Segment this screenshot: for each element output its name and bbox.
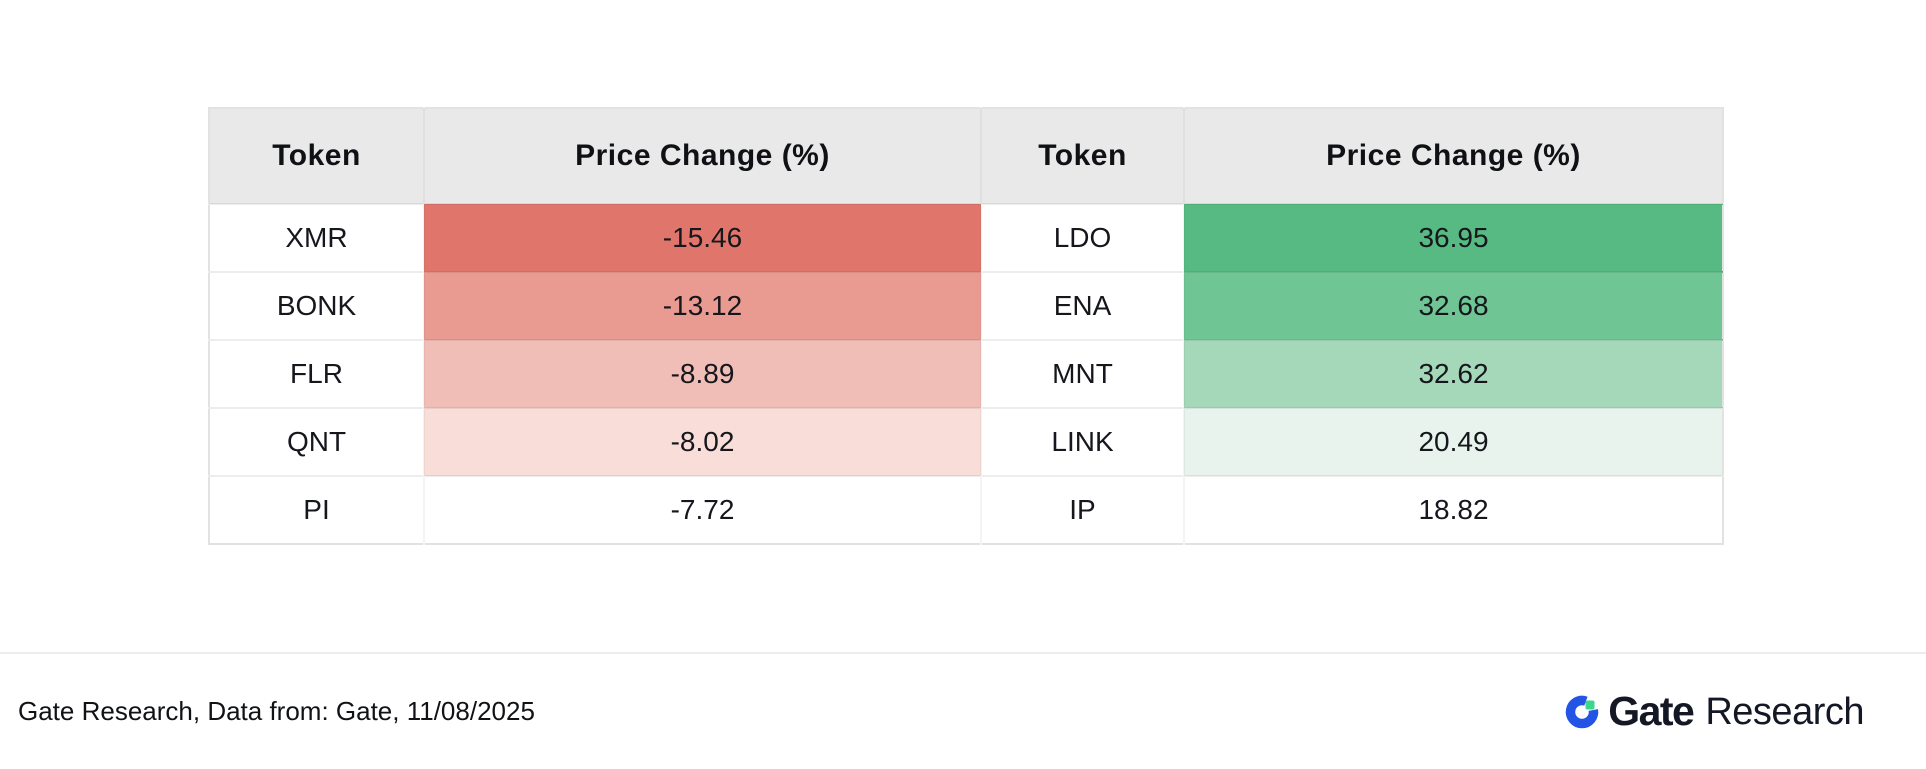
token-cell: LINK [980,407,1184,476]
token-cell: QNT [209,407,424,476]
table-row: XMR -15.46 LDO 36.95 [209,203,1723,272]
price-change-table: Token Price Change (%) Token Price Chang… [208,107,1724,545]
token-cell: ENA [980,271,1184,340]
table-row: QNT -8.02 LINK 20.49 [209,407,1723,476]
change-cell: 32.62 [1183,339,1723,408]
change-cell: -8.02 [423,407,981,476]
token-cell: PI [209,475,424,544]
logo-text-gate: Gate [1608,688,1695,734]
header-token-left: Token [209,108,424,204]
token-cell: MNT [980,339,1184,408]
source-attribution: Gate Research, Data from: Gate, 11/08/20… [18,696,535,726]
header-token-right: Token [980,108,1184,204]
change-cell: 18.82 [1183,475,1723,544]
token-cell: FLR [209,339,424,408]
logo-text-research: Research [1705,690,1864,733]
change-cell: -7.72 [423,475,981,544]
token-cell: BONK [209,271,424,340]
change-cell: -8.89 [423,339,981,408]
token-cell: XMR [209,203,424,272]
token-cell: IP [980,475,1184,544]
gate-research-logo: Gate Research [1564,691,1864,732]
header-change-right: Price Change (%) [1183,108,1723,204]
table-row: BONK -13.12 ENA 32.68 [209,271,1723,340]
change-cell: 32.68 [1183,271,1723,340]
change-cell: -13.12 [423,271,981,340]
header-row: Token Price Change (%) Token Price Chang… [209,108,1723,204]
gate-logo-icon [1565,695,1599,728]
change-cell: 20.49 [1183,407,1723,476]
footer-divider [0,652,1926,654]
header-change-left: Price Change (%) [423,108,981,204]
table-row: FLR -8.89 MNT 32.62 [209,339,1723,408]
table-row: PI -7.72 IP 18.82 [209,475,1723,544]
change-cell: 36.95 [1183,203,1723,272]
token-cell: LDO [980,203,1184,272]
change-cell: -15.46 [423,203,981,272]
